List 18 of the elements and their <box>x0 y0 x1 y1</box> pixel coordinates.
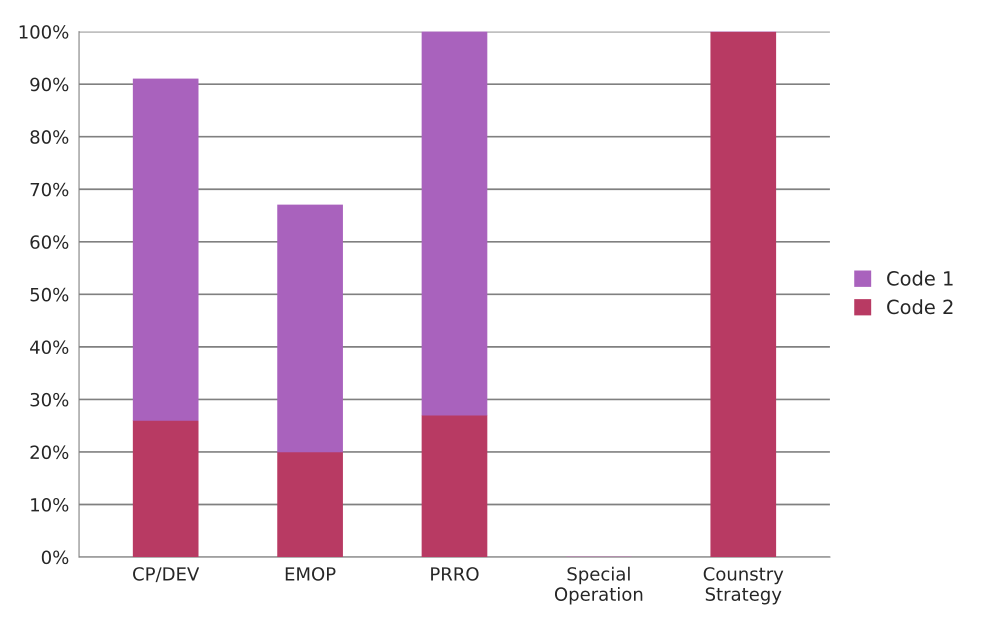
y-tick-label: 0% <box>42 550 68 564</box>
legend-label: Code 1 <box>887 270 953 286</box>
x-tick-label: Counstry Strategy <box>704 567 784 604</box>
y-tick-label: 50% <box>30 288 68 302</box>
y-tick-label: 10% <box>31 498 68 512</box>
legend-label: Code 2 <box>887 299 952 314</box>
y-tick-label: 90% <box>30 78 68 92</box>
x-tick-label: PRRO <box>431 567 479 581</box>
x-tick-label: Special Operation <box>554 566 642 604</box>
y-tick-label: 60% <box>30 235 68 249</box>
x-tick-label: EMOP <box>286 567 336 581</box>
y-tick-label: 80% <box>30 130 68 144</box>
y-tick-label: 100% <box>20 25 68 39</box>
x-tick-label: CP/DEV <box>133 567 200 582</box>
y-tick-label: 20% <box>30 445 68 460</box>
y-tick-label: 30% <box>30 392 68 407</box>
y-tick-label: 40% <box>30 340 68 354</box>
y-tick-label: 70% <box>30 182 68 196</box>
